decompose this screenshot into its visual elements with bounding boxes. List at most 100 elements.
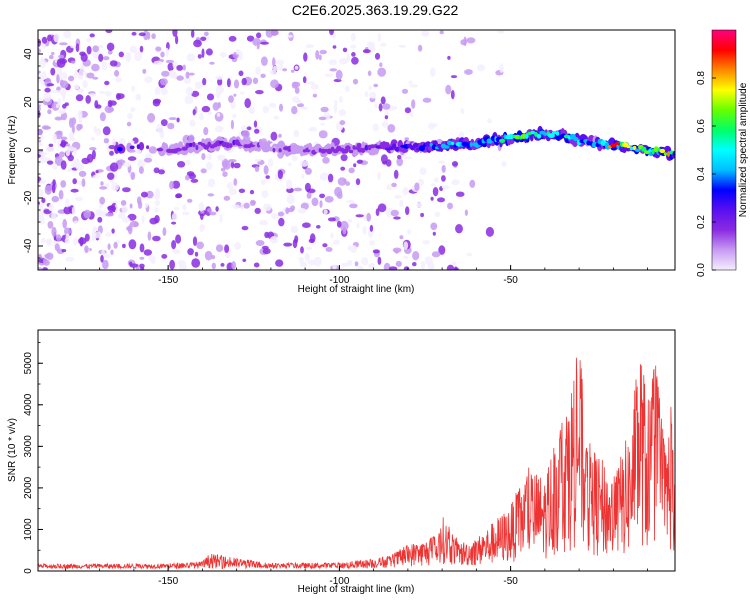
spectrogram-noise-blob bbox=[193, 39, 202, 48]
spectrogram-noise-blob bbox=[181, 211, 190, 216]
spectrogram-noise-blob bbox=[128, 239, 137, 250]
spectrogram-ridge-peak bbox=[229, 143, 233, 148]
spectrogram-noise-blob bbox=[61, 249, 67, 253]
spectrogram-noise-blob bbox=[430, 222, 438, 231]
spectrogram-noise-blob bbox=[215, 206, 219, 212]
spectrogram-noise-blob bbox=[366, 212, 372, 222]
spectrogram-noise-blob bbox=[64, 237, 71, 245]
spectrogram-noise-blob bbox=[78, 237, 87, 245]
spectrogram-noise-blob bbox=[171, 221, 177, 225]
spectrogram-noise-blob bbox=[97, 216, 103, 223]
spectrogram-noise-blob bbox=[304, 167, 312, 175]
spectrogram-noise-blob bbox=[176, 117, 180, 123]
spectrogram-noise-blob bbox=[59, 72, 68, 80]
spectrogram-noise-blob bbox=[223, 195, 231, 201]
spectrogram-ridge-peak bbox=[508, 133, 514, 140]
spectrogram-noise-blob bbox=[185, 174, 190, 181]
spectrogram-noise-blob bbox=[198, 202, 205, 212]
spectrogram-noise-blob bbox=[297, 207, 307, 214]
spectrogram-noise-blob bbox=[271, 213, 279, 220]
spectrogram-noise-blob bbox=[447, 202, 453, 210]
spectrogram-noise-blob bbox=[226, 78, 231, 88]
spectrogram-noise-blob bbox=[111, 200, 118, 205]
spectrogram-noise-blob bbox=[172, 249, 181, 254]
spectrogram-noise-blob bbox=[175, 193, 183, 199]
spectrogram-ridge-peak bbox=[542, 132, 548, 136]
snr-axes: -150 -100 -50 0 1000 2000 3000 4000 5000 bbox=[23, 342, 649, 587]
spectrogram-noise-blob bbox=[242, 258, 247, 262]
spectrogram-noise-blob bbox=[201, 153, 206, 160]
spectrogram-noise-blob bbox=[86, 72, 95, 79]
spectrogram-ridge-peak bbox=[267, 146, 274, 152]
spectrogram-noise-blob bbox=[56, 234, 62, 242]
spectrogram-noise-blob bbox=[351, 56, 359, 65]
spectrogram-noise-blob bbox=[146, 31, 151, 40]
spectrogram-ridge-peak bbox=[129, 145, 135, 150]
spectrogram-noise-blob bbox=[160, 78, 168, 86]
spectrogram-noise-blob bbox=[152, 235, 161, 242]
spectrogram-noise-blob bbox=[434, 177, 439, 183]
spectrogram-noise-blob bbox=[300, 246, 304, 254]
spectrogram-noise-blob bbox=[241, 77, 247, 86]
spectrogram-noise-blob bbox=[246, 126, 252, 131]
spectrogram-noise-blob bbox=[126, 121, 132, 127]
spectrogram-noise-blob bbox=[69, 131, 74, 140]
spectrogram-ridge-peak bbox=[392, 143, 397, 149]
spectrogram-noise-blob bbox=[114, 70, 120, 77]
spectrogram-noise-blob bbox=[176, 64, 184, 71]
spectrogram-noise-blob bbox=[335, 69, 343, 80]
spectrogram-noise-blob bbox=[222, 160, 231, 170]
spectrogram-noise-blob bbox=[320, 122, 325, 126]
spectrogram-noise-blob bbox=[118, 51, 125, 58]
colorbar-label: Normalized spectral amplitude bbox=[738, 82, 749, 217]
spectrogram-noise-blob bbox=[390, 209, 399, 217]
spectrogram-noise-blob bbox=[93, 226, 98, 232]
spectrogram-noise-blob bbox=[254, 165, 260, 172]
spectrogram-noise-blob bbox=[322, 157, 330, 164]
spectrogram-noise-blob bbox=[377, 203, 387, 213]
spectrogram-noise-blob bbox=[356, 222, 360, 229]
spectrogram-noise-blob bbox=[290, 225, 299, 234]
spectrogram-noise-blob bbox=[220, 263, 225, 267]
spectrogram-noise-blob bbox=[214, 125, 224, 133]
spectrogram-noise-blob bbox=[305, 44, 315, 49]
spectrogram-noise-blob bbox=[261, 56, 268, 66]
spectrogram-noise-blob bbox=[99, 196, 106, 205]
spectrogram-noise-blob bbox=[362, 49, 371, 54]
spectrogram-noise-blob bbox=[275, 259, 284, 267]
spectrogram-noise-blob bbox=[402, 255, 409, 259]
spectrogram-noise-blob bbox=[95, 231, 102, 239]
spectrogram-noise-blob bbox=[216, 112, 221, 117]
spectrogram-ridge-peak bbox=[591, 141, 598, 148]
spectrogram-ridge-peak bbox=[595, 143, 600, 147]
spectrogram-noise-blob bbox=[73, 220, 79, 224]
spectrogram-noise-blob bbox=[311, 197, 319, 207]
spectrogram-noise-blob bbox=[340, 166, 346, 171]
spectrogram-noise-blob bbox=[45, 145, 55, 152]
spectrogram-ridge-halo bbox=[120, 145, 126, 154]
spectrogram-noise-blob bbox=[204, 31, 209, 36]
spectrogram-noise-blob bbox=[233, 178, 238, 186]
spectrogram-noise-blob bbox=[160, 119, 168, 127]
spectrogram-ridge-peak bbox=[278, 148, 282, 153]
spectrogram-noise-blob bbox=[361, 256, 369, 266]
spectrogram-noise-blob bbox=[107, 172, 115, 180]
spectrogram-noise-blob bbox=[107, 49, 113, 55]
spectrogram-noise-blob bbox=[114, 203, 118, 214]
spectrogram-noise-blob bbox=[151, 33, 156, 40]
spectrogram-noise-blob bbox=[83, 209, 91, 219]
spectrogram-noise-blob bbox=[38, 48, 41, 54]
spectrogram-noise-blob bbox=[338, 96, 344, 103]
spectrogram-noise-blob bbox=[318, 130, 328, 139]
spectrogram-noise-blob bbox=[451, 261, 457, 268]
spectrogram-noise-blob bbox=[219, 213, 223, 224]
spectrogram-noise-blob bbox=[51, 212, 57, 220]
spectrogram-noise-blob bbox=[127, 112, 133, 120]
spectrogram-noise-blob bbox=[70, 188, 79, 193]
spectrogram-noise-blob bbox=[148, 146, 157, 154]
spectrogram-noise-blob bbox=[101, 61, 108, 71]
spectrogram-noise-blob bbox=[273, 115, 280, 120]
spectrogram-noise-blob bbox=[77, 88, 84, 93]
spectrogram-noise-blob bbox=[147, 112, 156, 123]
spectrogram-ridge-peak bbox=[547, 133, 555, 139]
